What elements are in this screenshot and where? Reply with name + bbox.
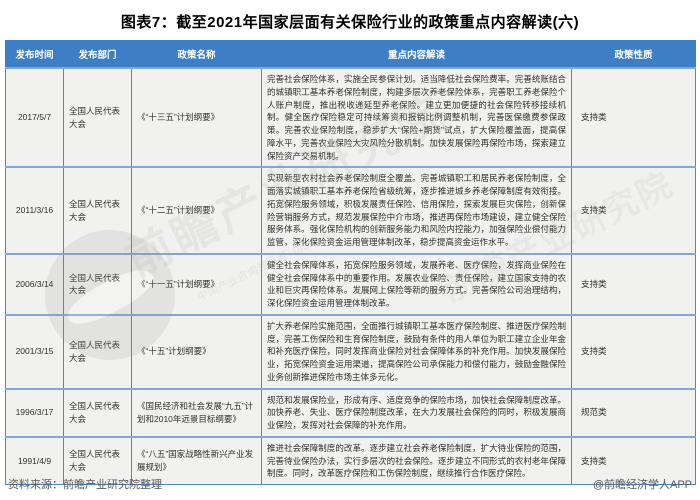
cell-publish-dept: 全国人民代表大会: [63, 166, 132, 255]
table-body: 2017/5/7 全国人民代表大会 《“十三五”计划纲要》 完善社会保险体系，实施全民…: [5, 66, 696, 485]
col-header-publish-date: 发布时间: [5, 40, 64, 69]
cell-key-content: 完善社会保险体系，实施全民参保计划。适当降低社会保险费率。完善统账结合的城镇职工…: [261, 66, 572, 168]
cell-publish-date: 2011/3/16: [5, 166, 64, 255]
page-title: 图表7：截至2021年国家层面有关保险行业的政策重点内容解读(六): [120, 14, 580, 31]
col-header-policy-nature: 政策性质: [571, 40, 696, 69]
cell-publish-dept: 全国人民代表大会: [63, 252, 132, 316]
col-header-policy-name: 政策名称: [131, 40, 262, 69]
cell-publish-dept: 全国人民代表大会: [63, 387, 132, 438]
cell-policy-name: 《“十三五”计划纲要》: [131, 66, 262, 168]
cell-policy-name: 《“十五”计划纲要》: [131, 313, 262, 389]
cell-key-content: 规范和发展保险业，形成有序、适度竞争的保险市场，加快社会保障制度改革。加快养老、…: [261, 387, 572, 438]
cell-publish-dept: 全国人民代表大会: [63, 313, 132, 389]
cell-publish-date: 2017/5/7: [5, 66, 64, 168]
cell-policy-nature: 支持类: [571, 252, 696, 316]
cell-policy-nature: 支持类: [571, 66, 696, 168]
cell-policy-nature: 规范类: [571, 387, 696, 438]
cell-policy-nature: 支持类: [571, 435, 696, 485]
cell-publish-dept: 全国人民代表大会: [63, 66, 132, 168]
cell-policy-nature: 支持类: [571, 166, 696, 255]
table-row: 2017/5/7 全国人民代表大会 《“十三五”计划纲要》 完善社会保险体系，实施全民…: [5, 66, 696, 168]
cell-policy-name: 《“十一五”计划纲要》: [131, 252, 262, 316]
table-row: 2001/3/15 全国人民代表大会 《“十五”计划纲要》 扩大养老保险实施范围，全面…: [5, 313, 696, 389]
cell-policy-name: 《“十二五”计划纲要》: [131, 166, 262, 255]
cell-publish-date: 2001/3/15: [5, 313, 64, 389]
table-header: 发布时间 发布部门 政策名称 重点内容解读 政策性质: [5, 40, 696, 69]
cell-key-content: 推进社会保障制度的改革。逐步建立社会养老保险制度，扩大待业保险的范围，完善待业保…: [261, 435, 572, 485]
table-row: 2006/3/14 全国人民代表大会 《“十一五”计划纲要》 健全社会保障体系，拓宽保…: [5, 252, 696, 316]
cell-policy-nature: 支持类: [571, 313, 696, 389]
brand-note: @前瞻经济学人APP: [592, 479, 692, 491]
cell-key-content: 实现新型农村社会养老保险制度全覆盖。完善城镇职工和居民养老保险制度，全面落实城镇…: [261, 166, 572, 255]
table-row: 1991/4/9 全国人民代表大会 《“八五”国家战略性新兴产业发展规划》 推进社会保…: [5, 435, 696, 485]
cell-publish-date: 1996/3/17: [5, 387, 64, 438]
col-header-publish-dept: 发布部门: [63, 40, 132, 69]
cell-policy-name: 《“八五”国家战略性新兴产业发展规划》: [131, 435, 262, 485]
table-header-row: 发布时间 发布部门 政策名称 重点内容解读 政策性质: [5, 40, 696, 69]
cell-key-content: 扩大养老保险实施范围，全面推行城镇职工基本医疗保险制度、推进医疗保险制度，完善工…: [261, 313, 572, 389]
col-header-key-content: 重点内容解读: [261, 40, 572, 69]
policy-table: 发布时间 发布部门 政策名称 重点内容解读 政策性质 2017/5/7 全国人民代…: [5, 40, 696, 485]
cell-key-content: 健全社会保障体系，拓宽保险服务领域，发展养老、医疗保险，发挥商业保险在健全社会保…: [261, 252, 572, 316]
cell-policy-name: 《国民经济和社会发展“九五”计划和2010年远景目标纲要》: [131, 387, 262, 438]
table-row: 2011/3/16 全国人民代表大会 《“十二五”计划纲要》 实现新型农村社会养老保险…: [5, 166, 696, 255]
cell-publish-date: 1991/4/9: [5, 435, 64, 485]
cell-publish-date: 2006/3/14: [5, 252, 64, 316]
data-source-note: 资料来源：前瞻产业研究院整理: [8, 479, 162, 491]
table-row: 1996/3/17 全国人民代表大会 《国民经济和社会发展“九五”计划和2010年远…: [5, 387, 696, 438]
